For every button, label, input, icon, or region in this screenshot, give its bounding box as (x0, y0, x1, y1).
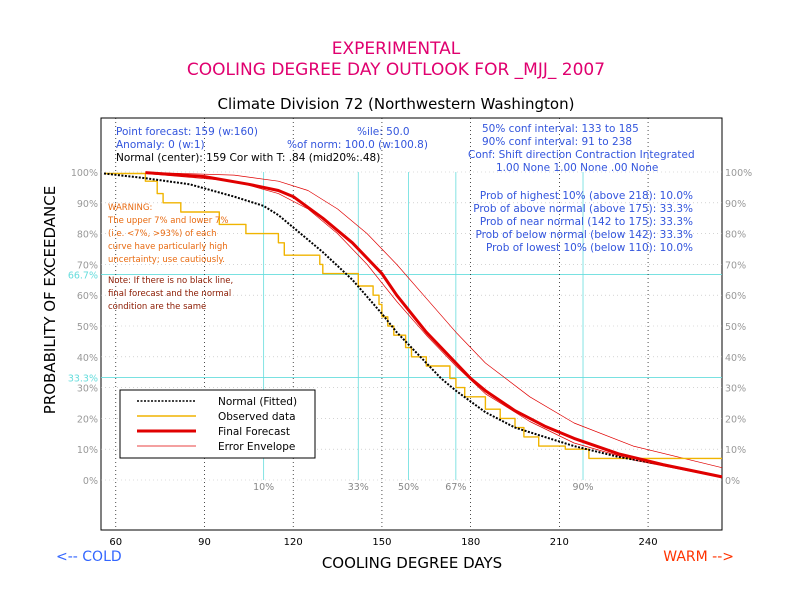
tick-layer: 0% 0% 10% 10% 20% 20% 30% 30% 40% 40% 50% 50% 60% 60%… (68, 168, 752, 548)
prob-highest-text: Prob of highest 10% (above 218): 10.0% (480, 190, 693, 202)
prob-near-text: Prob of near normal (142 to 175): 33.3% (480, 216, 693, 228)
chart-title-line2: COOLING DEGREE DAY OUTLOOK FOR _MJJ_ 200… (187, 60, 605, 80)
y-tick-label-left: 70% (77, 260, 98, 271)
final-forecast-line (145, 171, 723, 479)
y-tick-label-right: 20% (725, 414, 746, 425)
legend-label-envelope: Error Envelope (218, 441, 295, 453)
chart-subtitle: Climate Division 72 (Northwestern Washin… (218, 95, 575, 113)
y-tick-label-left: 20% (77, 414, 98, 425)
conf-header-text: Conf: Shift direction Contraction Integr… (468, 149, 695, 161)
tercile-label: 33.3% (68, 373, 98, 384)
anomaly-text: Anomaly: 0 (w:1) (116, 139, 205, 151)
cold-label: <-- COLD (56, 549, 122, 565)
x-tick-label: 240 (639, 537, 658, 548)
forecast-info-block: Point forecast: 159 (w:160) Anomaly: 0 (… (116, 123, 695, 174)
series-layer (103, 171, 723, 479)
legend-label-forecast: Final Forecast (218, 426, 290, 438)
x-tick-label: 180 (461, 537, 480, 548)
conf50-text: 50% conf interval: 133 to 185 (482, 123, 639, 135)
note-line: condition are the same (108, 302, 206, 312)
error-envelope-upper-line (145, 171, 723, 469)
warning-line: curve have particularly high (108, 242, 228, 252)
x-tick-label: 150 (372, 537, 391, 548)
note-line: final forecast and the normal (108, 289, 231, 299)
normal-center-text: Normal (center): 159 Cor with T: .84 (mi… (116, 152, 380, 164)
x-axis-label: COOLING DEGREE DAYS (322, 554, 502, 572)
prob-below-text: Prob of below normal (below 142): 33.3% (476, 229, 694, 241)
y-tick-label-right: 100% (725, 168, 752, 179)
y-tick-label-left: 80% (77, 230, 98, 241)
warning-line: (i.e. <7%, >93%) of each (108, 229, 216, 239)
y-tick-label-left: 30% (77, 384, 98, 395)
x-tick-label: 120 (284, 537, 303, 548)
warning-line: WARNING: (108, 203, 152, 213)
tercile-label: 66.7% (68, 271, 98, 282)
legend: Normal (Fitted) Observed data Final Fore… (119, 389, 316, 459)
warning-block: WARNING: The upper 7% and lower 7% (i.e.… (107, 203, 233, 312)
plot-frame (100, 117, 723, 531)
y-tick-label-right: 70% (725, 260, 746, 271)
percentile-marker-label: 67% (445, 482, 466, 493)
y-tick-label-right: 30% (725, 384, 746, 395)
point-forecast-text: Point forecast: 159 (w:160) (116, 126, 258, 138)
x-tick-label: 90 (198, 537, 211, 548)
warm-label: WARM --> (663, 549, 734, 565)
chart-title-line1: EXPERIMENTAL (332, 39, 461, 59)
normal-fitted-line (103, 172, 723, 478)
prob-lowest-text: Prob of lowest 10% (below 110): 10.0% (486, 242, 693, 254)
y-tick-label-left: 50% (77, 322, 98, 333)
error-envelope-lower-line (145, 173, 723, 478)
warning-line: uncertainty; use cautiously. (108, 255, 225, 265)
legend-label-normal: Normal (Fitted) (218, 396, 297, 408)
y-tick-label-left: 90% (77, 199, 98, 210)
conf-values-text: 1.00 None 1.00 None .00 None (496, 162, 658, 174)
y-tick-label-right: 90% (725, 199, 746, 210)
y-tick-label-right: 80% (725, 230, 746, 241)
percentile-marker-label: 90% (572, 482, 593, 493)
y-tick-label-right: 60% (725, 291, 746, 302)
y-tick-label-left: 10% (77, 445, 98, 456)
y-tick-label-right: 40% (725, 353, 746, 364)
percentile-marker-label: 50% (398, 482, 419, 493)
y-tick-label-left: 100% (71, 168, 98, 179)
probability-block: Prob of highest 10% (above 218): 10.0% P… (473, 190, 693, 254)
x-tick-label: 60 (109, 537, 122, 548)
y-tick-label-left: 60% (77, 291, 98, 302)
grid-layer (101, 118, 722, 530)
y-axis-label: PROBABILITY OF EXCEEDANCE (41, 186, 59, 414)
legend-label-observed: Observed data (218, 411, 296, 423)
percentile-marker-label: 33% (348, 482, 369, 493)
percentile-marker-label: 10% (253, 482, 274, 493)
y-tick-label-right: 10% (725, 445, 746, 456)
pct-norm-text: %of norm: 100.0 (w:100.8) (287, 139, 428, 151)
y-tick-label-right: 50% (725, 322, 746, 333)
conf90-text: 90% conf interval: 91 to 238 (482, 136, 632, 148)
warning-line: The upper 7% and lower 7% (107, 216, 228, 226)
y-tick-label-right: 0% (725, 476, 740, 487)
y-tick-label-left: 0% (83, 476, 98, 487)
pctile-text: %ile: 50.0 (357, 126, 410, 138)
x-tick-label: 210 (550, 537, 569, 548)
y-tick-label-left: 40% (77, 353, 98, 364)
note-line: Note: If there is no black line, (108, 276, 233, 286)
prob-above-text: Prob of above normal (above 175): 33.3% (473, 203, 693, 215)
